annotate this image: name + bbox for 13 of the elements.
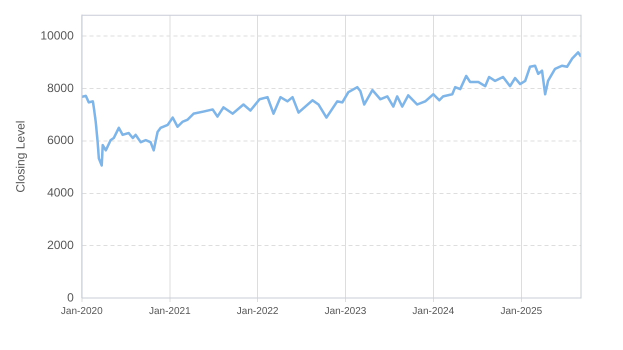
y-tick-label: 2000: [47, 238, 74, 252]
x-tick-label: Jan-2020: [60, 306, 104, 317]
y-tick-label: 10000: [40, 28, 74, 42]
y-tick-label: 4000: [47, 186, 74, 200]
x-tick-label: Jan-2023: [324, 306, 367, 317]
x-tick-label: Jan-2025: [500, 306, 543, 317]
y-tick-label: 6000: [47, 133, 74, 148]
x-tick-label: Jan-2021: [148, 306, 192, 317]
y-tick-label: 8000: [47, 80, 74, 95]
y-axis-title: Closing Level: [14, 120, 28, 193]
y-tick-label: 0: [67, 290, 74, 304]
x-tick-label: Jan-2022: [236, 306, 279, 317]
x-tick-label: Jan-2024: [412, 306, 455, 317]
